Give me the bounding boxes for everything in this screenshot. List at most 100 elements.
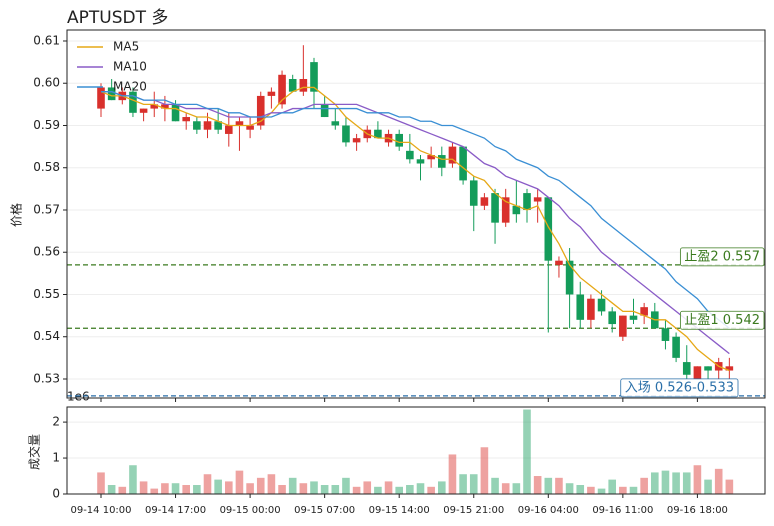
candle-body	[704, 366, 712, 371]
volume-bar	[118, 486, 127, 494]
candle-body	[267, 91, 276, 96]
volume-bar	[693, 465, 702, 494]
y-tick-label: 0.53	[33, 371, 60, 385]
candle-body	[150, 104, 159, 109]
volume-bar	[256, 477, 265, 494]
volume-bar	[406, 485, 414, 494]
volume-bar	[374, 486, 382, 494]
candle-body	[310, 62, 318, 92]
candle-body	[235, 121, 244, 126]
candle-body	[161, 104, 169, 109]
legend-label: MA10	[113, 60, 147, 74]
volume-bar	[714, 468, 723, 494]
x-tick-label: 09-15 21:00	[443, 505, 504, 516]
reference-label-box	[679, 247, 765, 267]
volume-bar	[161, 483, 169, 494]
volume-bar	[129, 465, 137, 494]
volume-bar	[225, 481, 233, 494]
volume-bar	[310, 481, 318, 494]
volume-bar	[150, 488, 159, 494]
volume-bar	[214, 479, 222, 494]
volume-bar	[651, 472, 659, 494]
candle-body	[406, 150, 414, 160]
candle-body	[299, 79, 308, 92]
volume-bar	[203, 474, 212, 494]
candle-body	[416, 159, 425, 164]
reference-label: 止盈2 0.557	[684, 249, 760, 264]
volume-bar	[107, 485, 116, 494]
legend-label: MA5	[113, 40, 139, 54]
candle-body	[469, 180, 478, 206]
reference-label-box	[620, 378, 739, 398]
candle-body	[640, 307, 648, 316]
volume-bar	[501, 483, 510, 494]
ma-line	[101, 91, 730, 329]
candle-body	[107, 87, 116, 101]
volume-bar	[565, 483, 574, 494]
volume-bar	[97, 472, 105, 494]
volume-bar	[491, 477, 499, 494]
volume-bar	[555, 477, 563, 494]
candle-body	[661, 328, 670, 341]
x-tick-label: 09-15 14:00	[369, 505, 430, 516]
volume-bar	[480, 447, 489, 494]
volume-bar	[640, 477, 648, 494]
x-tick-label: 09-15 07:00	[294, 505, 355, 516]
y-tick-label: 0.56	[33, 245, 60, 259]
volume-bar	[416, 483, 425, 494]
candle-body	[171, 104, 180, 122]
candle-body	[97, 87, 105, 109]
plot-frame	[66, 406, 766, 495]
volume-bar	[682, 472, 691, 494]
volume-bar	[533, 476, 542, 494]
volume-bar	[320, 485, 329, 494]
x-tick-label: 09-14 17:00	[145, 505, 206, 516]
volume-bar	[342, 477, 350, 494]
volume-bar	[267, 474, 276, 494]
candle-body	[448, 146, 457, 164]
candle-body	[182, 117, 190, 122]
volume-bar	[576, 485, 585, 494]
candle-body	[576, 294, 585, 320]
candle-body	[597, 298, 606, 312]
volume-bar	[597, 488, 606, 494]
volume-bar	[619, 486, 627, 494]
volume-bar	[725, 479, 734, 494]
candle-body	[544, 197, 553, 261]
y-tick-label: 0.57	[33, 202, 60, 216]
candle-body	[512, 205, 521, 215]
reference-label: 止盈1 0.542	[684, 313, 760, 328]
candle-body	[629, 315, 638, 320]
volume-bar	[278, 485, 286, 494]
y-axis-label: 价格	[9, 203, 24, 227]
y-tick-label: 0	[52, 487, 60, 501]
candle-body	[427, 155, 435, 160]
ma-line	[100, 86, 730, 372]
volume-bar	[331, 485, 340, 494]
candle-body	[533, 197, 542, 202]
y-tick-label: 0.58	[33, 160, 60, 174]
chart-title: APTUSDT 多	[67, 8, 168, 28]
candle-body	[491, 193, 499, 223]
candle-body	[523, 193, 531, 210]
reference-label: 入场 0.526-0.533	[625, 380, 734, 395]
candle-body	[129, 91, 137, 113]
volume-bar	[139, 481, 148, 494]
x-tick-label: 09-16 18:00	[667, 505, 728, 516]
y-tick-label: 0.61	[33, 33, 60, 47]
volume-bar	[587, 486, 595, 494]
x-tick-label: 09-15 00:00	[220, 505, 281, 516]
volume-bar	[608, 479, 616, 494]
candle-body	[459, 146, 467, 181]
candle-body	[682, 362, 691, 375]
candle-body	[203, 121, 212, 130]
candle-body	[256, 95, 265, 126]
volume-bar	[672, 472, 680, 494]
y-tick-label: 0.55	[33, 287, 60, 301]
y-tick-label: 1	[52, 451, 60, 465]
ma-line	[101, 91, 730, 355]
volume-bar	[629, 486, 638, 494]
candle-body	[225, 125, 233, 134]
reference-label-box	[679, 310, 765, 330]
